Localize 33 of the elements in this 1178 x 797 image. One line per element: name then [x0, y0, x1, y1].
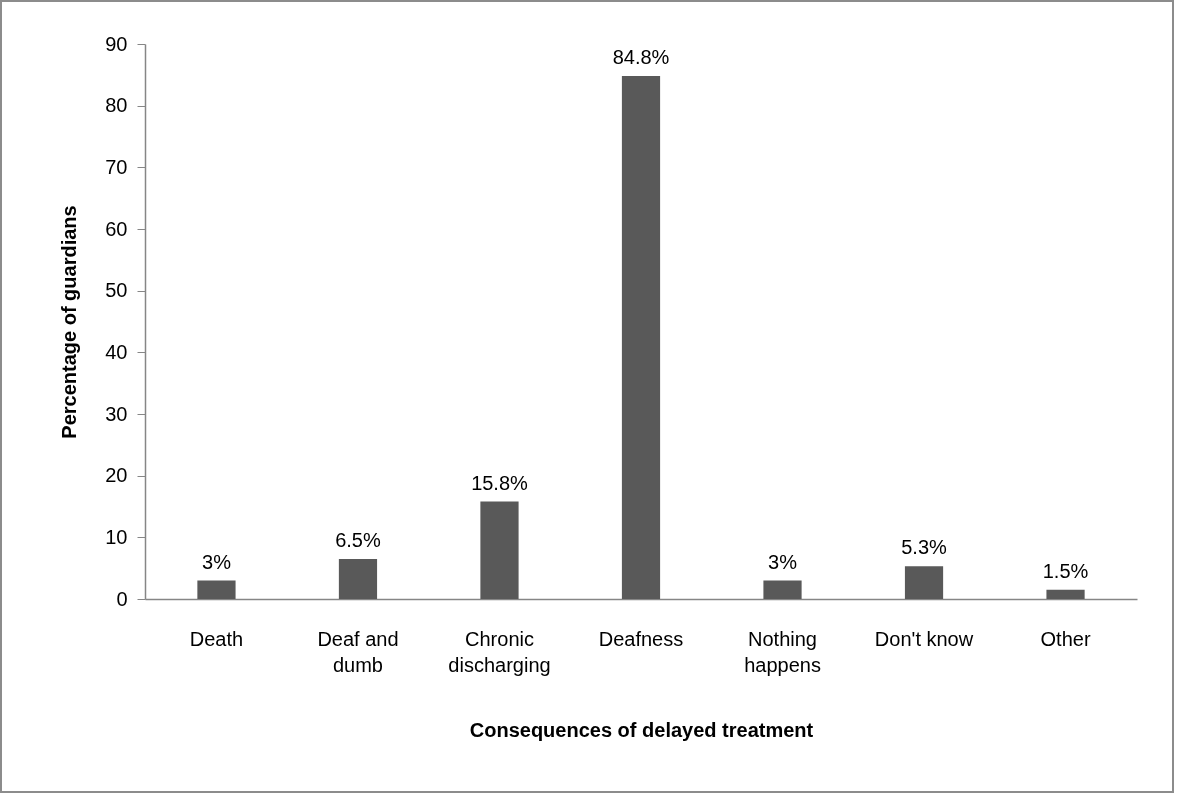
bar: [197, 580, 236, 599]
y-tick-label: 80: [105, 94, 128, 117]
y-tick-label: 10: [105, 525, 128, 548]
y-tick-label: 40: [105, 340, 128, 363]
data-label: 6.5%: [335, 528, 381, 551]
y-tick-label: 60: [105, 217, 128, 240]
bar: [1046, 589, 1085, 599]
bar: [904, 566, 944, 599]
x-tick-label: Chronic discharging: [448, 627, 551, 676]
data-label: 3%: [768, 550, 798, 573]
y-tick-label: 70: [105, 155, 128, 178]
y-tick-label: 20: [105, 464, 128, 487]
y-tick-label: 90: [105, 32, 128, 55]
y-tick-label: 0: [116, 587, 128, 610]
data-label: 5.3%: [901, 536, 948, 559]
x-tick-label: Deaf and dumb: [317, 627, 399, 676]
data-label: 3%: [202, 550, 232, 573]
bar: [763, 580, 802, 599]
data-label: 1.5%: [1042, 559, 1089, 582]
x-tick-label: Nothing happens: [744, 627, 821, 676]
y-axis-title: Percentage of guardians: [58, 205, 81, 439]
data-label: 15.8%: [471, 471, 529, 494]
x-axis-title: Consequences of delayed treatment: [469, 718, 814, 741]
data-label: 84.8%: [612, 46, 670, 69]
x-tick-label: Death: [189, 627, 244, 650]
bar: [621, 76, 661, 599]
bar: [338, 558, 378, 599]
y-tick-label: 50: [105, 279, 128, 302]
x-tick-label: Other: [1040, 627, 1091, 650]
bar: [480, 501, 519, 599]
x-tick-label: Don't know: [874, 627, 974, 650]
y-tick-label: 30: [105, 402, 128, 425]
x-tick-label: Deafness: [598, 627, 684, 650]
